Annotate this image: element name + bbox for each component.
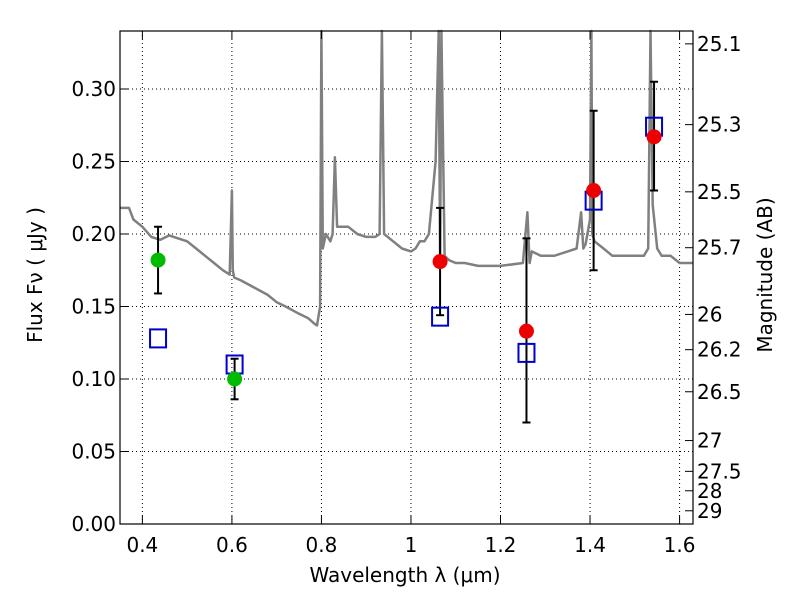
y2-tick-label: 26.2 [697,338,742,362]
y2-tick-label: 29 [697,499,722,523]
model-box-marker [517,342,536,363]
x-axis-label: Wavelength λ (μm) [309,563,500,587]
photometry-point [227,371,243,387]
y-tick-label: 0.20 [71,222,116,246]
x-tick-label: 0.8 [306,533,338,557]
model-box-marker [431,306,450,327]
x-tick-label: 1.2 [485,533,517,557]
photometry-point [646,129,662,145]
plot-frame [119,30,694,525]
x-tick-label: 0.6 [216,533,248,557]
gridlines [120,31,693,525]
photometry-point [586,183,602,198]
y-tick-label: 0.25 [71,150,116,174]
y2-tick-label: 25.5 [697,180,742,204]
y2-tick-label: 25.7 [697,236,742,260]
x-tick-label: 1.6 [664,533,696,557]
y-axis-label: Flux Fν ( μJy ) [23,207,47,343]
y2-tick-label: 25.1 [697,32,742,56]
y-tick-label: 0.30 [71,77,116,101]
model-spectrum-line [120,29,693,327]
y-tick-label: 0.05 [71,440,116,464]
x-tick-label: 1.4 [574,533,606,557]
y2-axis-label: Magnitude (AB) [753,197,777,352]
y2-tick-label: 26 [697,302,722,326]
photometry-point [518,323,534,339]
y2-tick-label: 27.5 [697,459,742,483]
y-tick-label: 0.00 [71,512,116,536]
photometry-point [432,254,448,270]
photometry-point [150,252,166,268]
y2-tick-label: 26.5 [697,380,742,404]
y-tick-labels: 0.00 0.05 0.10 0.15 0.20 0.25 0.30 [71,77,116,536]
x-tick-labels: 0.4 0.6 0.8 1 1.2 1.4 1.6 [126,533,695,557]
y2-tick-label: 27 [697,429,722,453]
axes-frame [119,30,694,525]
x-tick-label: 1 [405,533,418,557]
y2-tick-label: 25.3 [697,113,742,137]
y-tick-label: 0.15 [71,295,116,319]
model-spectrum [120,29,693,327]
y2-tick-label: 28 [697,479,722,503]
model-box-marker [149,328,168,349]
y-tick-label: 0.10 [71,367,116,391]
photometry-points [150,129,662,387]
x-tick-label: 0.4 [126,533,158,557]
